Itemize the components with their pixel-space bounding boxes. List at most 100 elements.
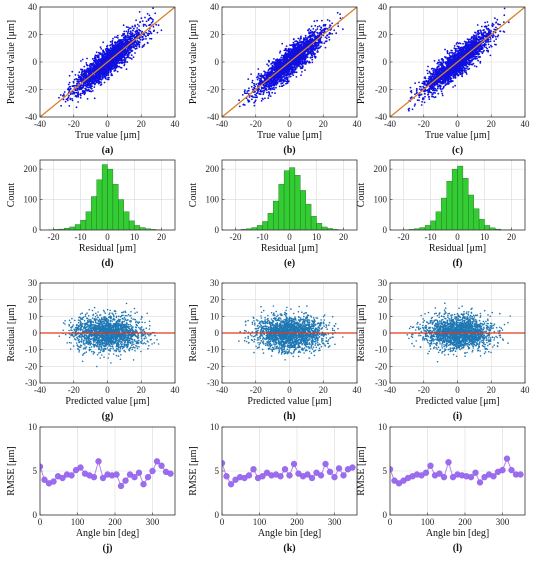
scatter-point	[96, 64, 98, 66]
scatter-point	[291, 66, 293, 68]
scatter-point	[311, 48, 313, 50]
scatter-point	[270, 82, 272, 84]
scatter-point	[268, 95, 270, 97]
scatter-point	[110, 47, 112, 49]
scatter-point	[305, 35, 307, 37]
scatter-point	[95, 57, 97, 59]
scatter-point	[304, 43, 306, 45]
scatter-point	[297, 52, 299, 54]
scatter-point	[294, 66, 296, 68]
scatter-point	[134, 41, 136, 43]
scatter-point	[121, 40, 123, 42]
scatter-point	[71, 71, 73, 73]
scatter-point	[268, 88, 270, 90]
x-tick-label: 0	[455, 119, 460, 129]
scatter-point	[300, 36, 302, 38]
scatter-point	[138, 32, 140, 34]
scatter-point	[114, 63, 116, 65]
scatter-point	[144, 24, 146, 26]
scatter-point	[85, 88, 87, 90]
scatter-point	[286, 53, 288, 55]
scatter-point	[299, 48, 301, 50]
scatter-point	[282, 63, 284, 65]
scatter-point	[116, 47, 118, 49]
scatter-point	[105, 50, 107, 52]
scatter-point	[102, 49, 104, 51]
scatter-point	[154, 12, 156, 14]
scatter-point	[92, 58, 94, 60]
scatter-point	[317, 26, 319, 28]
scatter-point	[150, 32, 152, 34]
scatter-point	[80, 68, 82, 70]
scatter-point	[114, 68, 116, 70]
scatter-point	[285, 74, 287, 76]
scatter-point	[315, 46, 317, 48]
scatter-point	[94, 76, 96, 78]
scatter-point	[295, 68, 297, 70]
scatter-point	[264, 97, 266, 99]
scatter-point	[316, 36, 318, 38]
scatter-point	[77, 81, 79, 83]
scatter-point	[76, 83, 78, 85]
scatter-point	[283, 74, 285, 76]
scatter-point	[86, 65, 88, 67]
scatter-point	[78, 77, 80, 79]
scatter-point	[304, 38, 306, 40]
scatter-point	[317, 32, 319, 34]
scatter-point	[317, 35, 319, 37]
scatter-point	[110, 61, 112, 63]
scatter-point	[271, 87, 273, 89]
scatter-point	[272, 68, 274, 70]
panel-caption: (b)	[283, 145, 295, 156]
scatter-point	[295, 48, 297, 50]
scatter-point	[144, 17, 146, 19]
scatter-point	[77, 74, 79, 76]
scatter-point	[330, 25, 332, 27]
scatter-point	[76, 89, 78, 91]
scatter-point	[148, 19, 150, 21]
scatter-point	[308, 33, 310, 35]
scatter-point	[310, 57, 312, 59]
scatter-point	[337, 25, 339, 27]
scatter-point	[116, 57, 118, 59]
scatter-point	[266, 63, 268, 65]
scatter-point	[238, 99, 240, 101]
scatter-point	[108, 77, 110, 79]
scatter-point	[133, 35, 135, 37]
scatter-point	[314, 20, 316, 22]
scatter-point	[280, 73, 282, 75]
scatter-point	[277, 61, 279, 63]
scatter-point	[258, 73, 260, 75]
scatter-point	[82, 87, 84, 89]
scatter-point	[85, 84, 87, 86]
scatter-point	[82, 75, 84, 77]
scatter-point	[288, 76, 290, 78]
scatter-point	[80, 74, 82, 76]
scatter-point	[312, 39, 314, 41]
scatter-point	[89, 67, 91, 69]
scatter-point	[145, 32, 147, 34]
scatter-point	[278, 59, 280, 61]
scatter-point	[249, 96, 251, 98]
scatter-point	[263, 76, 265, 78]
scatter-point	[125, 36, 127, 38]
scatter-point	[114, 36, 116, 38]
scatter-point	[127, 48, 129, 50]
scatter-point	[77, 91, 79, 93]
scatter-point	[291, 51, 293, 53]
scatter-point	[119, 42, 121, 44]
scatter-point	[97, 56, 99, 58]
scatter-point	[250, 73, 252, 75]
scatter-point	[68, 90, 70, 92]
scatter-point	[296, 44, 298, 46]
scatter-point	[95, 54, 97, 56]
scatter-point	[313, 48, 315, 50]
scatter-point	[97, 54, 99, 56]
scatter-point	[321, 41, 323, 43]
y-tick-label: 40	[210, 2, 220, 12]
scatter-point	[290, 71, 292, 73]
scatter-point	[127, 56, 129, 58]
scatter-point	[68, 105, 70, 107]
scatter-point	[149, 14, 151, 16]
scatter-point	[263, 87, 265, 89]
